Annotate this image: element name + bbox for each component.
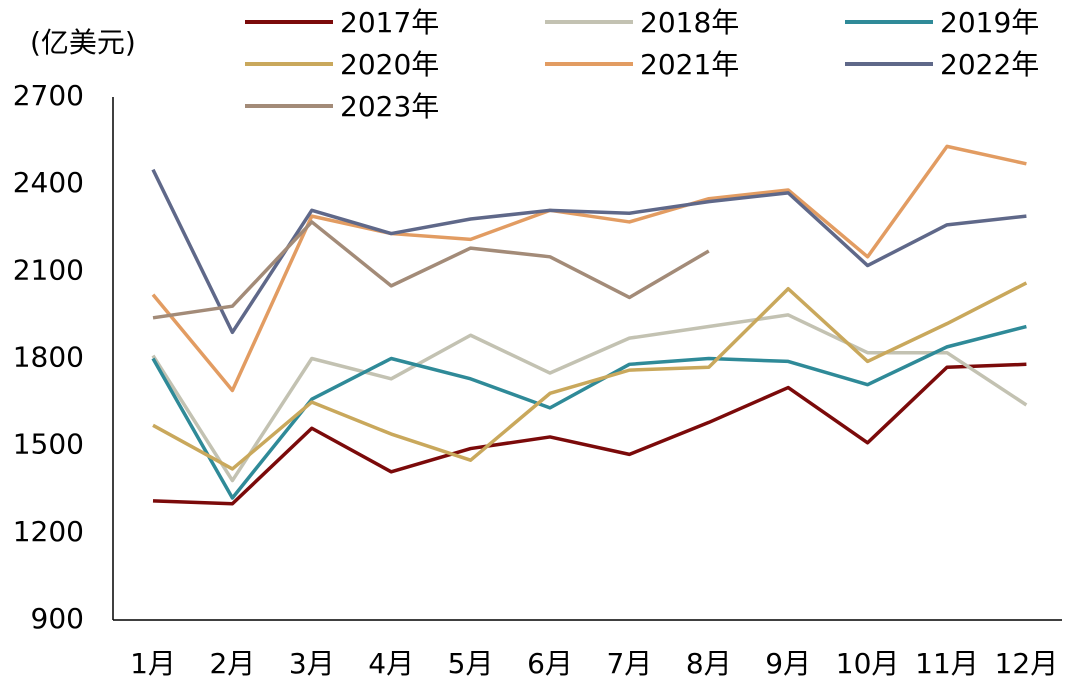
series-line (152, 281, 1028, 471)
legend-label: 2023年 (340, 90, 439, 123)
x-tick-label: 6月 (527, 647, 573, 680)
y-tick-label: 2700 (13, 79, 84, 112)
y-tick-label: 1200 (13, 515, 84, 548)
y-tick-label: 2100 (13, 253, 84, 286)
legend-label: 2021年 (640, 48, 739, 81)
y-tick-label: 900 (31, 602, 84, 635)
series-line (152, 362, 1027, 506)
series-line (152, 220, 710, 320)
x-tick-label: 9月 (765, 647, 811, 680)
series-line (151, 168, 1027, 335)
x-tick-label: 10月 (836, 647, 900, 680)
x-tick-label: 11月 (915, 647, 979, 680)
legend-label: 2020年 (340, 48, 439, 81)
legend-label: 2017年 (340, 6, 439, 39)
y-tick-label: 1800 (13, 341, 84, 374)
legend-label: 2022年 (940, 48, 1039, 81)
y-tick-label: 2400 (13, 166, 84, 199)
x-tick-label: 2月 (209, 647, 255, 680)
x-tick-label: 7月 (606, 647, 652, 680)
y-axis-label: (亿美元) (30, 26, 136, 59)
series-line (151, 324, 1027, 500)
x-tick-label: 1月 (130, 647, 176, 680)
x-tick-label: 4月 (368, 647, 414, 680)
series-line (151, 313, 1028, 483)
x-tick-label: 12月 (995, 647, 1059, 680)
y-tick-label: 1500 (13, 428, 84, 461)
legend-label: 2018年 (640, 6, 739, 39)
x-tick-label: 5月 (448, 647, 494, 680)
series-line (151, 144, 1027, 393)
x-tick-label: 8月 (686, 647, 732, 680)
legend-label: 2019年 (940, 6, 1039, 39)
x-tick-label: 3月 (289, 647, 335, 680)
